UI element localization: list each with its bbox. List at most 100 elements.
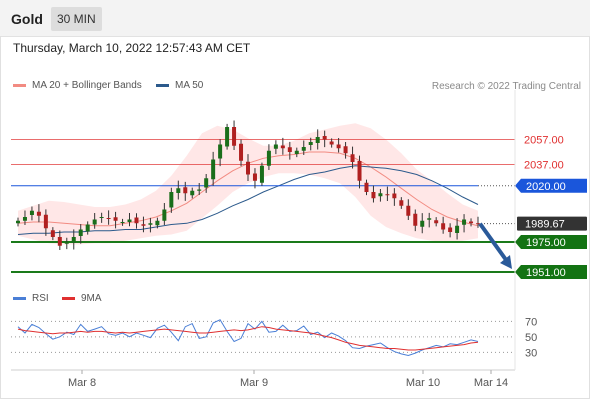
candle-down — [322, 136, 327, 140]
candle-down — [336, 144, 341, 149]
rsi-tick-label: 50 — [525, 332, 537, 344]
legend-rsi: RSI — [13, 293, 49, 304]
resistance-label: 2057.00 — [524, 135, 564, 147]
candle-up — [71, 237, 76, 243]
timeframe-button[interactable]: 30 MIN — [51, 7, 102, 31]
candle-up — [455, 225, 460, 233]
candle-up — [218, 144, 223, 159]
candle-down — [329, 141, 334, 145]
candle-up — [462, 219, 467, 225]
key-levels: 2057.00 2037.00 2020.00 1989.67 1975.00 1951.… — [11, 135, 587, 279]
candle-down — [399, 200, 404, 206]
candle-down — [43, 214, 48, 229]
x-tick-label: Mar 8 — [68, 377, 96, 389]
candle-down — [385, 194, 390, 196]
rsi-tick-label: 30 — [525, 347, 537, 359]
candle-down — [371, 192, 376, 199]
candle-up — [266, 150, 271, 166]
candle-down — [141, 224, 146, 226]
legend-rsi-ma-label: 9MA — [81, 293, 102, 304]
candle-down — [280, 145, 285, 149]
candle-down — [357, 161, 362, 181]
candle-down — [287, 147, 292, 152]
candle-up — [127, 219, 132, 222]
rsi-tick-label: 70 — [525, 316, 537, 328]
rsi-swatch — [13, 297, 26, 300]
candles — [16, 120, 512, 269]
pivot-label-box — [515, 178, 587, 193]
candle-up — [420, 220, 425, 227]
last-price-box — [517, 216, 587, 231]
last-price-label: 1989.67 — [525, 219, 565, 231]
candle-up — [16, 220, 20, 224]
bollinger-band-area — [18, 123, 478, 245]
candle-down — [448, 227, 453, 232]
candle-up — [273, 144, 278, 149]
candle-down — [469, 221, 474, 224]
candle-down — [239, 143, 244, 161]
x-tick-label: Mar 10 — [406, 377, 440, 389]
support-label-box — [515, 265, 587, 279]
candle-down — [246, 161, 250, 175]
candle-up — [64, 242, 69, 244]
resistance-label: 2037.00 — [524, 160, 564, 172]
candle-up — [427, 218, 432, 220]
candle-up — [301, 147, 306, 151]
candle-down — [36, 211, 41, 216]
candle-up — [29, 210, 34, 215]
x-tick-label: Mar 9 — [240, 377, 268, 389]
candle-down — [364, 182, 369, 192]
candle-down — [183, 187, 188, 194]
candle-up — [211, 159, 216, 180]
candle-down — [252, 173, 257, 181]
support-label: 1951.00 — [526, 267, 566, 279]
ma50-line — [17, 165, 479, 235]
candle-up — [308, 142, 313, 145]
x-tick-label: Mar 14 — [474, 377, 508, 389]
timestamp: Thursday, March 10, 2022 12:57:43 AM CET — [13, 41, 251, 55]
candle-down — [232, 127, 237, 146]
rsi-ma-line — [17, 326, 479, 351]
support-label-box — [515, 235, 587, 249]
candle-down — [406, 205, 411, 216]
candle-up — [197, 189, 202, 191]
candle-up — [190, 190, 195, 196]
chart-toolbar: Gold 30 MIN — [0, 0, 590, 37]
candle-down — [413, 213, 418, 226]
legend-ma50: MA 50 — [156, 80, 203, 91]
candle-down — [476, 223, 480, 225]
candle-down — [57, 237, 62, 246]
candle-up — [92, 219, 97, 225]
support-label: 1975.00 — [526, 237, 566, 249]
candle-down — [392, 193, 397, 199]
candle-up — [315, 137, 320, 143]
x-axis: Mar 8 Mar 9 Mar 10 Mar 14 — [11, 90, 516, 389]
candle-down — [134, 217, 139, 224]
candle-down — [441, 223, 446, 230]
ma50-swatch — [156, 84, 169, 87]
candle-up — [155, 220, 160, 226]
candle-down — [350, 154, 355, 162]
candle-up — [378, 193, 383, 197]
candle-up — [120, 222, 125, 223]
candle-up — [22, 217, 27, 221]
candle-up — [148, 223, 153, 225]
research-credit: Research © 2022 Trading Central — [431, 81, 581, 92]
symbol-title: Gold — [11, 11, 43, 27]
candle-down — [50, 230, 55, 237]
candle-up — [78, 229, 83, 236]
bollinger-swatch — [13, 84, 26, 87]
candle-down — [113, 217, 118, 221]
candle-down — [343, 146, 348, 154]
candle-up — [259, 165, 264, 183]
legend-rsi-ma: 9MA — [62, 293, 102, 304]
candle-up — [169, 192, 174, 208]
legend-bollinger: MA 20 + Bollinger Bands — [13, 80, 142, 91]
rsi-panel: 70 50 30 — [11, 316, 537, 359]
candle-up — [294, 150, 299, 154]
candle-down — [106, 218, 111, 219]
candle-down — [434, 220, 439, 224]
candle-up — [99, 217, 104, 218]
rsi-line — [17, 319, 479, 357]
